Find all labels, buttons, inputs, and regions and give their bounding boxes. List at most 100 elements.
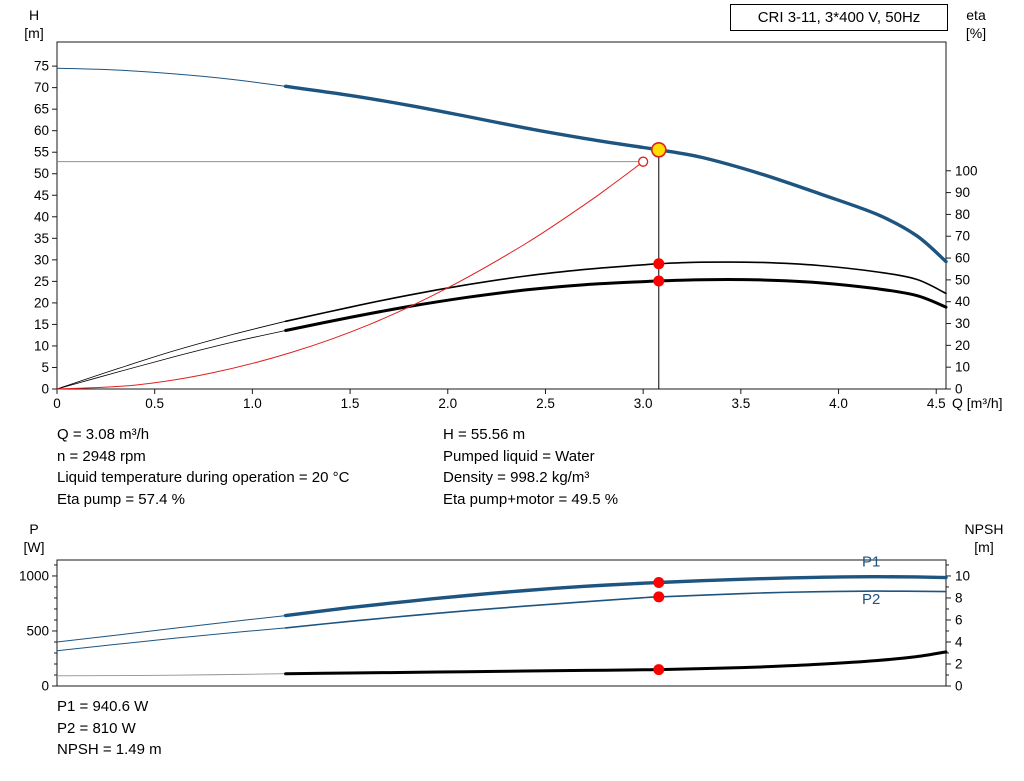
duty-point-marker[interactable] — [650, 142, 667, 158]
pump-title-box: CRI 3-11, 3*400 V, 50Hz — [730, 4, 948, 31]
p-axis-title-unit: [W] — [23, 539, 45, 555]
plot-border — [56, 559, 947, 687]
y-left-tick-label: 0 — [41, 382, 49, 397]
y-left-tick-label: 60 — [34, 123, 49, 138]
y-left-tick-label: 20 — [34, 295, 49, 310]
y-right-tick-label: 60 — [955, 251, 970, 266]
y-right-tick-label: 0 — [955, 382, 963, 397]
y-left-tick-label: 35 — [34, 231, 49, 246]
curve-eta-pump-motor — [284, 278, 948, 332]
p-axis-title-symbol: P — [29, 521, 39, 537]
curve-P2-lead-in — [56, 627, 286, 652]
y-left-tick-label: 30 — [34, 252, 49, 267]
curve-P1 — [283, 574, 948, 618]
eta-axis-title-unit: [%] — [965, 25, 987, 41]
y-right-tick-label: 70 — [955, 229, 970, 244]
x-tick-label: 1.0 — [243, 396, 262, 411]
y-left-tick-label: 50 — [34, 166, 49, 181]
h-axis-title: H [m] — [14, 6, 54, 42]
info-density-line: Density = 998.2 kg/m³ — [443, 469, 590, 486]
y-left-tick-label: 55 — [34, 145, 49, 160]
y-left-tick-label: 65 — [34, 102, 49, 117]
curve-head-lead-in — [56, 67, 286, 87]
y-right-tick-label: 80 — [955, 207, 970, 222]
y-right-tick-label: 0 — [955, 679, 963, 694]
y-left-tick-label: 1000 — [19, 568, 49, 583]
info-temperature-line: Liquid temperature during operation = 20… — [57, 469, 350, 486]
y-left-tick-label: 5 — [41, 360, 49, 375]
operating-data-right: H = 55.56 m Pumped liquid = Water Densit… — [443, 424, 618, 510]
operating-point-dot — [653, 591, 665, 603]
y-right-tick-label: 90 — [955, 185, 970, 200]
y-right-tick-label: 100 — [955, 163, 978, 178]
curve-P2 — [284, 590, 947, 629]
y-right-tick-label: 2 — [955, 656, 963, 671]
h-axis-title-symbol: H — [28, 7, 40, 23]
curve-eta-pump-lead-in — [56, 320, 286, 390]
y-right-tick-label: 4 — [955, 634, 963, 649]
y-right-tick-label: 50 — [955, 272, 970, 287]
y-right-tick-label: 40 — [955, 294, 970, 309]
qh-eta-chart: 0 5 10 15 20 25 30 35 40 45 50 55 60 65 70 75 0 10 20 30 40 5… — [34, 41, 978, 411]
info-p2-line: P2 = 810 W — [57, 719, 136, 737]
power-npsh-data: P1 = 940.6 W P2 = 810 W NPSH = 1.49 m — [57, 696, 162, 761]
eta-axis-title-symbol: eta — [966, 7, 986, 23]
y-left-tick-label: 40 — [34, 209, 49, 224]
info-speed-line: n = 2948 rpm — [57, 447, 146, 465]
y-left-tick-label: 500 — [26, 623, 49, 638]
info-eta-total-line: Eta pump+motor = 49.5 % — [443, 490, 619, 508]
x-tick-label: 3.0 — [634, 396, 653, 411]
eta-axis-title: eta [%] — [952, 6, 1000, 42]
curve-eta-pump — [284, 261, 947, 323]
operating-point-dot — [653, 664, 665, 676]
x-tick-label: 3.5 — [731, 396, 750, 411]
y-right-tick-label: 30 — [955, 316, 970, 331]
requested-point-marker — [638, 156, 649, 167]
info-head-line: H = 55.56 m — [443, 426, 526, 443]
curve-label-P1: P1 — [862, 554, 880, 571]
curve-NPSH-lead-in — [56, 673, 286, 677]
y-right-tick-label: 10 — [955, 568, 970, 583]
x-tick-label: 0 — [53, 396, 61, 411]
y-left-tick-label: 45 — [34, 188, 49, 203]
plot-border — [56, 41, 947, 390]
info-eta-pump-line: Eta pump = 57.4 % — [57, 490, 185, 508]
operating-point-dot — [653, 275, 665, 287]
power-npsh-chart: 0 500 1000 0 2 4 6 8 10 P1 P2 — [19, 554, 970, 694]
y-right-tick-label: 10 — [955, 360, 970, 375]
y-right-tick-label: 6 — [955, 612, 963, 627]
npsh-axis-title-unit: [m] — [974, 539, 994, 555]
curve-label-P2: P2 — [862, 591, 880, 608]
y-left-tick-label: 0 — [41, 679, 49, 694]
x-tick-label: 2.0 — [438, 396, 457, 411]
operating-point-dot — [653, 576, 665, 588]
y-left-tick-label: 25 — [34, 274, 49, 289]
curve-system-curve — [56, 161, 644, 390]
operating-point-dot — [653, 258, 665, 270]
info-flow-line: Q = 3.08 m³/h — [57, 426, 150, 443]
npsh-axis-title-symbol: NPSH — [964, 521, 1004, 537]
info-p1-line: P1 = 940.6 W — [57, 698, 149, 715]
pump-title: CRI 3-11, 3*400 V, 50Hz — [757, 9, 921, 26]
x-tick-label: 1.5 — [341, 396, 360, 411]
y-left-tick-label: 15 — [34, 317, 49, 332]
x-tick-label: 2.5 — [536, 396, 555, 411]
y-right-tick-label: 20 — [955, 338, 970, 353]
info-npsh-line: NPSH = 1.49 m — [57, 741, 162, 758]
h-axis-title-unit: [m] — [24, 25, 44, 41]
curve-eta-pump-motor-lead-in — [56, 330, 286, 390]
npsh-axis-title: NPSH [m] — [952, 520, 1016, 556]
y-right-tick-label: 8 — [955, 590, 963, 605]
curve-NPSH — [284, 650, 948, 676]
y-left-tick-label: 75 — [34, 59, 49, 74]
curve-head — [283, 84, 948, 264]
curve-P1-lead-in — [56, 615, 286, 643]
x-tick-label: 0.5 — [145, 396, 164, 411]
x-tick-label: 4.0 — [829, 396, 848, 411]
x-tick-label: 4.5 — [927, 396, 946, 411]
info-liquid-line: Pumped liquid = Water — [443, 447, 595, 465]
y-left-tick-label: 70 — [34, 80, 49, 95]
y-left-tick-label: 10 — [34, 338, 49, 353]
